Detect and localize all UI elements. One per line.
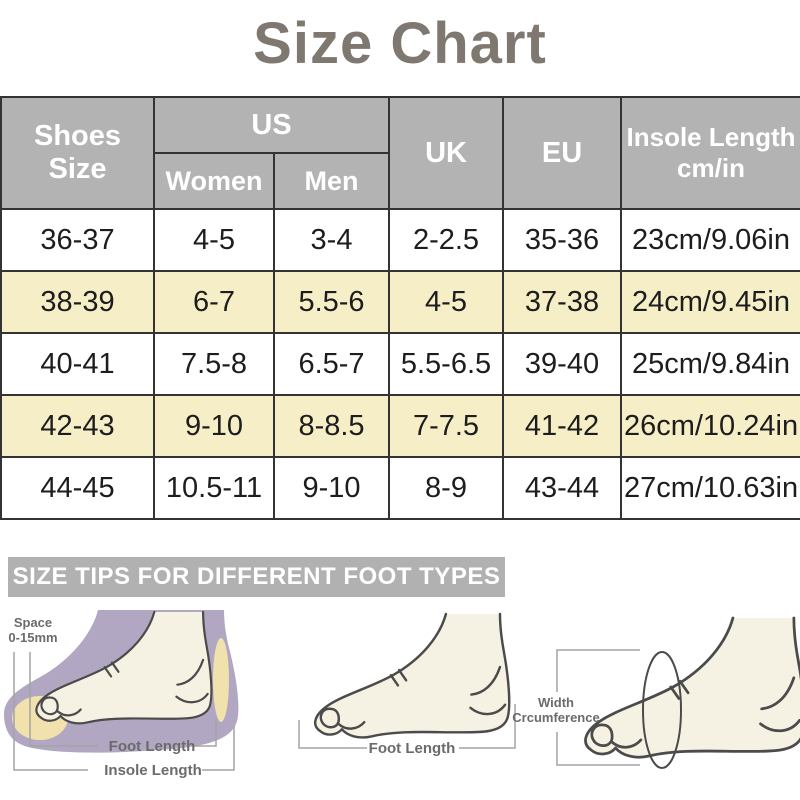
cell-shoes-size: 44-45 bbox=[0, 456, 155, 520]
cell-insole: 26cm/10.24in bbox=[620, 394, 800, 458]
header-us-men: Men bbox=[272, 152, 391, 210]
table-row: 36-37 4-5 3-4 2-2.5 35-36 23cm/9.06in bbox=[0, 208, 800, 272]
cell-uk: 4-5 bbox=[388, 270, 505, 334]
cell-eu: 39-40 bbox=[502, 332, 623, 396]
foot-in-shoe-illustration bbox=[4, 610, 239, 771]
width-label-line2: Crcumference bbox=[512, 709, 600, 725]
width-label-line1: Width bbox=[538, 695, 574, 710]
bare-foot-illustration bbox=[298, 612, 516, 749]
cell-eu: 35-36 bbox=[502, 208, 623, 272]
measure-lines bbox=[298, 704, 516, 749]
size-tips-banner: SIZE TIPS FOR DIFFERENT FOOT TYPES bbox=[8, 557, 505, 597]
cell-uk: 2-2.5 bbox=[388, 208, 505, 272]
foot-circumference-illustration bbox=[556, 616, 800, 769]
cell-us-women: 7.5-8 bbox=[153, 332, 275, 396]
header-insole-line2: cm/in bbox=[677, 153, 745, 183]
measure-lines bbox=[13, 652, 235, 771]
foot-outline bbox=[584, 616, 800, 759]
heel-highlight bbox=[213, 638, 229, 722]
header-uk: UK bbox=[388, 96, 505, 210]
cell-us-women: 9-10 bbox=[153, 394, 275, 458]
header-eu: EU bbox=[502, 96, 623, 210]
foot-length-label-middle: Foot Length bbox=[368, 740, 456, 757]
header-us: US bbox=[152, 96, 391, 154]
cell-insole: 24cm/9.45in bbox=[620, 270, 800, 334]
table-header-row-2: Women Men bbox=[1, 152, 800, 210]
cell-uk: 7-7.5 bbox=[388, 394, 505, 458]
cell-insole: 23cm/9.06in bbox=[620, 208, 800, 272]
foot-outline bbox=[313, 612, 511, 739]
cell-us-men: 6.5-7 bbox=[272, 332, 391, 396]
foot-diagrams-section: Space 0-15mm Foot Length Insole Length F… bbox=[0, 600, 800, 800]
page-title: Size Chart bbox=[253, 11, 547, 76]
header-shoes-size: Shoes Size bbox=[0, 96, 155, 210]
width-circumference-label: Width Crcumference bbox=[506, 695, 606, 726]
cell-us-men: 5.5-6 bbox=[272, 270, 391, 334]
space-label-line2: 0-15mm bbox=[8, 629, 58, 645]
table-row: 42-43 9-10 8-8.5 7-7.5 41-42 26cm/10.24i… bbox=[0, 394, 800, 458]
header-insole-line1: Insole Length bbox=[626, 121, 796, 152]
cell-insole: 25cm/9.84in bbox=[620, 332, 800, 396]
cell-insole: 27cm/10.63in bbox=[620, 456, 800, 520]
header-insole-length: Insole Length cm/in bbox=[620, 96, 800, 210]
measure-lines bbox=[556, 649, 640, 766]
table-row: 38-39 6-7 5.5-6 4-5 37-38 24cm/9.45in bbox=[0, 270, 800, 334]
space-label-line1: Space bbox=[13, 615, 53, 630]
foot-length-label-left: Foot Length bbox=[108, 738, 196, 755]
cell-shoes-size: 38-39 bbox=[0, 270, 155, 334]
size-conversion-table: Shoes Size US UK EU Insole Length cm/in … bbox=[0, 96, 800, 520]
cell-shoes-size: 42-43 bbox=[0, 394, 155, 458]
cell-us-men: 3-4 bbox=[272, 208, 391, 272]
insole-length-label: Insole Length bbox=[104, 762, 202, 779]
cell-uk: 5.5-6.5 bbox=[388, 332, 505, 396]
cell-us-men: 9-10 bbox=[272, 456, 391, 520]
cell-eu: 37-38 bbox=[502, 270, 623, 334]
header-us-women: Women bbox=[153, 152, 275, 210]
cell-shoes-size: 40-41 bbox=[0, 332, 155, 396]
cell-eu: 41-42 bbox=[502, 394, 623, 458]
cell-us-women: 4-5 bbox=[153, 208, 275, 272]
space-label: Space 0-15mm bbox=[0, 615, 66, 646]
cell-shoes-size: 36-37 bbox=[0, 208, 155, 272]
cell-uk: 8-9 bbox=[388, 456, 505, 520]
cell-eu: 43-44 bbox=[502, 456, 623, 520]
cell-us-women: 6-7 bbox=[153, 270, 275, 334]
table-header-row-1: Shoes Size US UK EU Insole Length cm/in bbox=[0, 96, 800, 210]
cell-us-men: 8-8.5 bbox=[272, 394, 391, 458]
table-row: 44-45 10.5-11 9-10 8-9 43-44 27cm/10.63i… bbox=[0, 456, 800, 520]
cell-us-women: 10.5-11 bbox=[153, 456, 275, 520]
circumference-ellipse bbox=[642, 651, 682, 769]
table-row: 40-41 7.5-8 6.5-7 5.5-6.5 39-40 25cm/9.8… bbox=[0, 332, 800, 396]
